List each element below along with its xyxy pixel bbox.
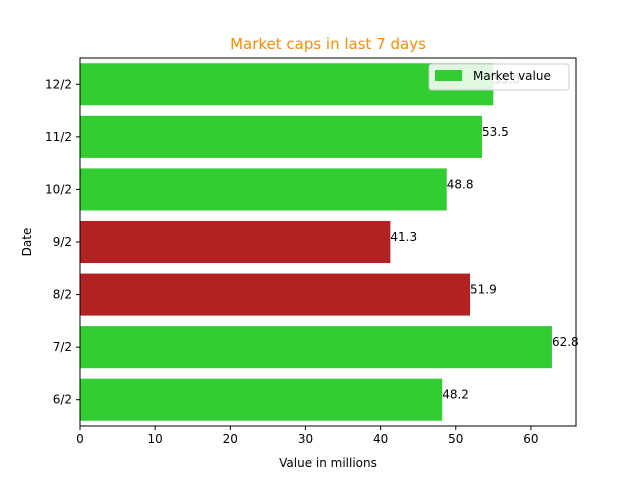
x-axis-label: Value in millions xyxy=(279,456,377,470)
bars xyxy=(80,63,552,421)
y-tick-label: 11/2 xyxy=(45,130,72,144)
bar-8-2 xyxy=(80,273,471,316)
bar-10-2 xyxy=(80,168,447,211)
bar-6-2 xyxy=(80,378,443,421)
legend-swatch xyxy=(435,70,462,81)
legend-label: Market value xyxy=(473,69,551,83)
bar-value-label: 48.8 xyxy=(447,177,474,191)
y-tick-label: 12/2 xyxy=(45,77,72,91)
x-tick-label: 50 xyxy=(448,432,463,446)
y-axis-ticks: 6/2 7/2 8/2 9/2 10/2 11/2 12/2 xyxy=(45,77,80,407)
bar-value-label: 41.3 xyxy=(390,230,417,244)
bar-value-label: 53.5 xyxy=(482,125,509,139)
x-tick-label: 20 xyxy=(223,432,238,446)
x-tick-label: 0 xyxy=(76,432,84,446)
x-tick-label: 60 xyxy=(523,432,538,446)
x-tick-label: 40 xyxy=(373,432,388,446)
x-tick-label: 10 xyxy=(148,432,163,446)
y-tick-label: 8/2 xyxy=(53,288,72,302)
bar-7-2 xyxy=(80,326,552,369)
y-axis-label: Date xyxy=(20,228,34,257)
legend-box xyxy=(428,63,570,91)
bar-value-label: 48.2 xyxy=(442,388,469,402)
bar-value-label: 51.9 xyxy=(470,283,497,297)
x-axis-ticks: 0 10 20 30 40 50 60 xyxy=(76,426,539,446)
bar-value-label: 62.8 xyxy=(552,335,579,349)
x-tick-label: 30 xyxy=(298,432,313,446)
chart-title: Market caps in last 7 days xyxy=(230,35,426,53)
plot-frame xyxy=(79,57,577,427)
bar-12-2 xyxy=(80,63,494,106)
bar-9-2 xyxy=(80,220,391,264)
y-tick-label: 7/2 xyxy=(53,340,72,354)
y-tick-label: 10/2 xyxy=(45,182,72,196)
bar-11-2 xyxy=(80,115,483,158)
y-tick-label: 6/2 xyxy=(53,393,72,407)
y-tick-label: 9/2 xyxy=(53,235,72,249)
legend: Market value xyxy=(428,63,570,91)
